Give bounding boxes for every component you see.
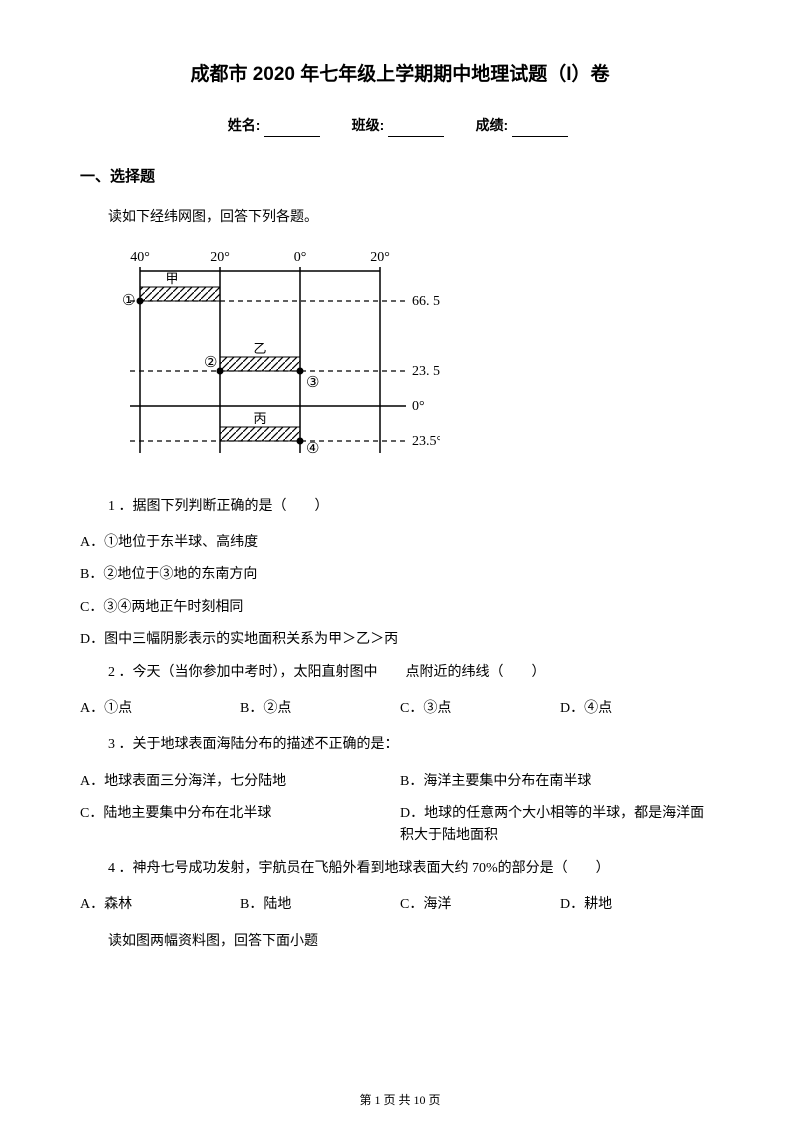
- q3-stem: 3 ．关于地球表面海陆分布的描述不正确的是：: [108, 734, 720, 756]
- svg-text:④: ④: [306, 441, 319, 457]
- score-label: 成绩:: [476, 117, 509, 133]
- q2-opt-c: C．③点: [400, 698, 560, 720]
- q1-opt-b: B．②地位于③地的东南方向: [80, 564, 720, 586]
- name-label: 姓名:: [228, 117, 261, 133]
- page-footer: 第 1 页 共 10 页: [0, 1091, 800, 1110]
- svg-text:0°: 0°: [294, 250, 307, 265]
- score-blank[interactable]: [512, 123, 568, 137]
- svg-text:②: ②: [204, 355, 217, 371]
- q3-row1: A．地球表面三分海洋，七分陆地 B．海洋主要集中分布在南半球: [80, 771, 720, 793]
- prompt-1: 读如下经纬网图，回答下列各题。: [108, 207, 720, 229]
- q3-opt-b: B．海洋主要集中分布在南半球: [400, 771, 720, 793]
- q4-opt-a: A．森林: [80, 894, 240, 916]
- svg-text:20°: 20°: [370, 250, 390, 265]
- svg-text:23.5°S: 23.5°S: [412, 434, 440, 449]
- q4-stem: 4 ．神舟七号成功发射，宇航员在飞船外看到地球表面大约 70%的部分是（ ）: [108, 858, 720, 880]
- latlon-diagram: 40° 20° 0° 20° 66. 5°N 23. 5°N 0° 23.5°S…: [110, 243, 720, 481]
- section-1-heading: 一、选择题: [80, 165, 720, 189]
- svg-text:乙: 乙: [253, 341, 266, 356]
- svg-text:66. 5°N: 66. 5°N: [412, 294, 440, 309]
- svg-text:③: ③: [306, 375, 319, 391]
- svg-text:20°: 20°: [210, 250, 230, 265]
- page-title: 成都市 2020 年七年级上学期期中地理试题（I）卷: [80, 60, 720, 90]
- q4-opt-d: D．耕地: [560, 894, 720, 916]
- svg-text:甲: 甲: [165, 271, 178, 286]
- q3-row2: C．陆地主要集中分布在北半球 D．地球的任意两个大小相等的半球，都是海洋面积大于…: [80, 803, 720, 848]
- q3-opt-c: C．陆地主要集中分布在北半球: [80, 803, 400, 848]
- svg-text:0°: 0°: [412, 399, 425, 414]
- svg-text:40°: 40°: [130, 250, 150, 265]
- q2-opt-b: B．②点: [240, 698, 400, 720]
- q1-opt-a: A．①地位于东半球、高纬度: [80, 532, 720, 554]
- q2-options: A．①点 B．②点 C．③点 D．④点: [80, 698, 720, 720]
- q4-options: A．森林 B．陆地 C．海洋 D．耕地: [80, 894, 720, 916]
- q2-stem: 2 ．今天（当你参加中考时），太阳直射图中 点附近的纬线（ ）: [108, 662, 720, 684]
- class-label: 班级:: [352, 117, 385, 133]
- prompt-2: 读如图两幅资料图，回答下面小题: [108, 931, 720, 953]
- q3-opt-a: A．地球表面三分海洋，七分陆地: [80, 771, 400, 793]
- q2-opt-a: A．①点: [80, 698, 240, 720]
- svg-text:23. 5°N: 23. 5°N: [412, 364, 440, 379]
- q2-opt-d: D．④点: [560, 698, 720, 720]
- q4-opt-c: C．海洋: [400, 894, 560, 916]
- q4-opt-b: B．陆地: [240, 894, 400, 916]
- class-blank[interactable]: [388, 123, 444, 137]
- q1-opt-d: D．图中三幅阴影表示的实地面积关系为甲＞乙＞丙: [80, 629, 720, 651]
- svg-text:丙: 丙: [253, 411, 266, 426]
- name-blank[interactable]: [264, 123, 320, 137]
- q1-stem: 1 ．据图下列判断正确的是（ ）: [108, 496, 720, 518]
- svg-text:①: ①: [122, 293, 135, 309]
- q1-opt-c: C．③④两地正午时刻相同: [80, 597, 720, 619]
- q3-opt-d: D．地球的任意两个大小相等的半球，都是海洋面积大于陆地面积: [400, 803, 720, 848]
- student-info-line: 姓名: 班级: 成绩:: [80, 114, 720, 136]
